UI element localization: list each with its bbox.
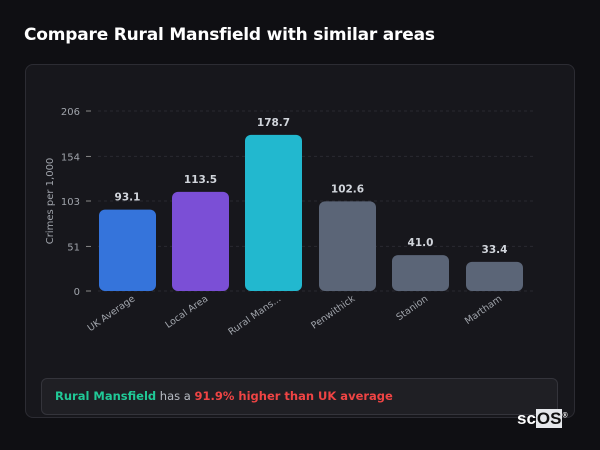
y-tick-label: 206 xyxy=(61,107,80,118)
y-tick-label: 154 xyxy=(61,152,80,163)
y-tick-label: 0 xyxy=(74,287,80,298)
data-label: 178.7 xyxy=(257,117,290,129)
insight-box: Rural Mansfield has a 91.9% higher than … xyxy=(41,378,558,415)
y-tick-label: 103 xyxy=(61,197,80,208)
bar-0 xyxy=(99,209,156,291)
data-label: 93.1 xyxy=(115,192,141,204)
x-tick-label: Martham xyxy=(463,293,504,327)
x-tick-label: Penwithick xyxy=(309,293,357,331)
bar-5 xyxy=(466,261,523,291)
insight-comparison: 91.9% higher than UK average xyxy=(194,389,393,403)
scos-logo: scOS® xyxy=(517,409,568,428)
data-label: 33.4 xyxy=(482,244,508,256)
data-label: 113.5 xyxy=(184,174,217,186)
x-tick-label: Stanion xyxy=(394,293,430,323)
bar-2 xyxy=(245,134,302,291)
page-title: Compare Rural Mansfield with similar are… xyxy=(24,25,435,45)
y-axis-label: Crimes per 1,000 xyxy=(45,158,56,245)
x-tick-label: Local Area xyxy=(163,293,210,330)
bar-3 xyxy=(319,201,376,291)
insight-area: Rural Mansfield xyxy=(55,389,157,403)
x-tick-label: Rural Mans... xyxy=(226,293,283,337)
insight-middle: has a xyxy=(156,389,195,403)
y-tick-label: 51 xyxy=(67,242,80,253)
bar-4 xyxy=(392,255,449,291)
x-tick-label: UK Average xyxy=(86,293,138,334)
data-label: 102.6 xyxy=(331,183,364,195)
data-label: 41.0 xyxy=(408,237,434,249)
bar-1 xyxy=(172,191,229,291)
